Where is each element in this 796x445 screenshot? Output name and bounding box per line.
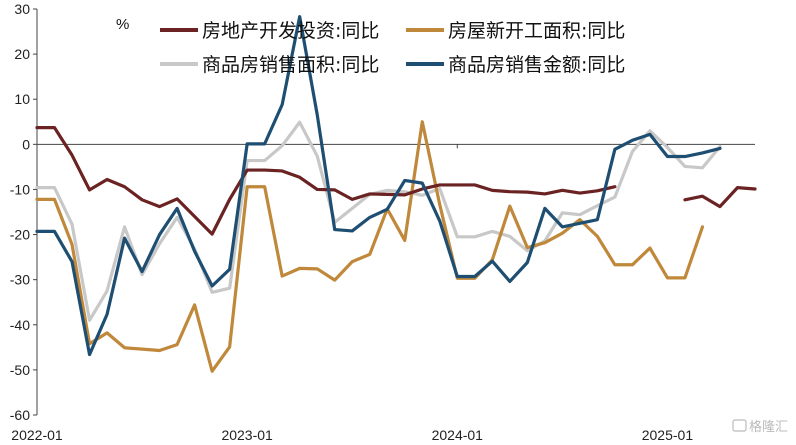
series-line-4 bbox=[35, 15, 722, 357]
y-unit-label: % bbox=[116, 16, 129, 33]
watermark: 格隆汇 bbox=[732, 419, 788, 435]
x-tick-label: 2022-01 bbox=[11, 427, 63, 443]
y-tick-label: 10 bbox=[14, 91, 30, 107]
series-line-1 bbox=[35, 126, 757, 236]
x-tick-label: 2023-01 bbox=[221, 427, 273, 443]
y-tick-label: -10 bbox=[10, 181, 30, 197]
y-tick-label: -50 bbox=[10, 362, 30, 378]
legend-label: 房地产开发投资:同比 bbox=[202, 20, 379, 42]
y-tick-label: -30 bbox=[10, 272, 30, 288]
axes: 30 20 10 0 -10 -20 -30 -40 -50 -60 2022-01 2023-01 2… bbox=[10, 1, 755, 443]
y-tick-label: -60 bbox=[10, 407, 30, 423]
legend-label: 商品房销售金额:同比 bbox=[448, 54, 625, 76]
y-tick-label: 0 bbox=[22, 136, 30, 152]
legend-label: 房屋新开工面积:同比 bbox=[448, 20, 625, 42]
watermark-text: 格隆汇 bbox=[749, 419, 788, 435]
series-lines bbox=[35, 15, 757, 373]
watermark-icon bbox=[732, 419, 747, 432]
y-tick-label: 20 bbox=[14, 46, 30, 62]
x-tick-label: 2025-01 bbox=[642, 427, 694, 443]
y-tick-label: -40 bbox=[10, 317, 30, 333]
y-tick-label: 30 bbox=[14, 1, 30, 17]
y-tick-label: -20 bbox=[10, 227, 30, 243]
series-line-3 bbox=[35, 120, 722, 322]
legend-label: 商品房销售面积:同比 bbox=[202, 54, 379, 76]
x-tick-label: 2024-01 bbox=[432, 427, 484, 443]
series-line-2 bbox=[35, 120, 705, 373]
